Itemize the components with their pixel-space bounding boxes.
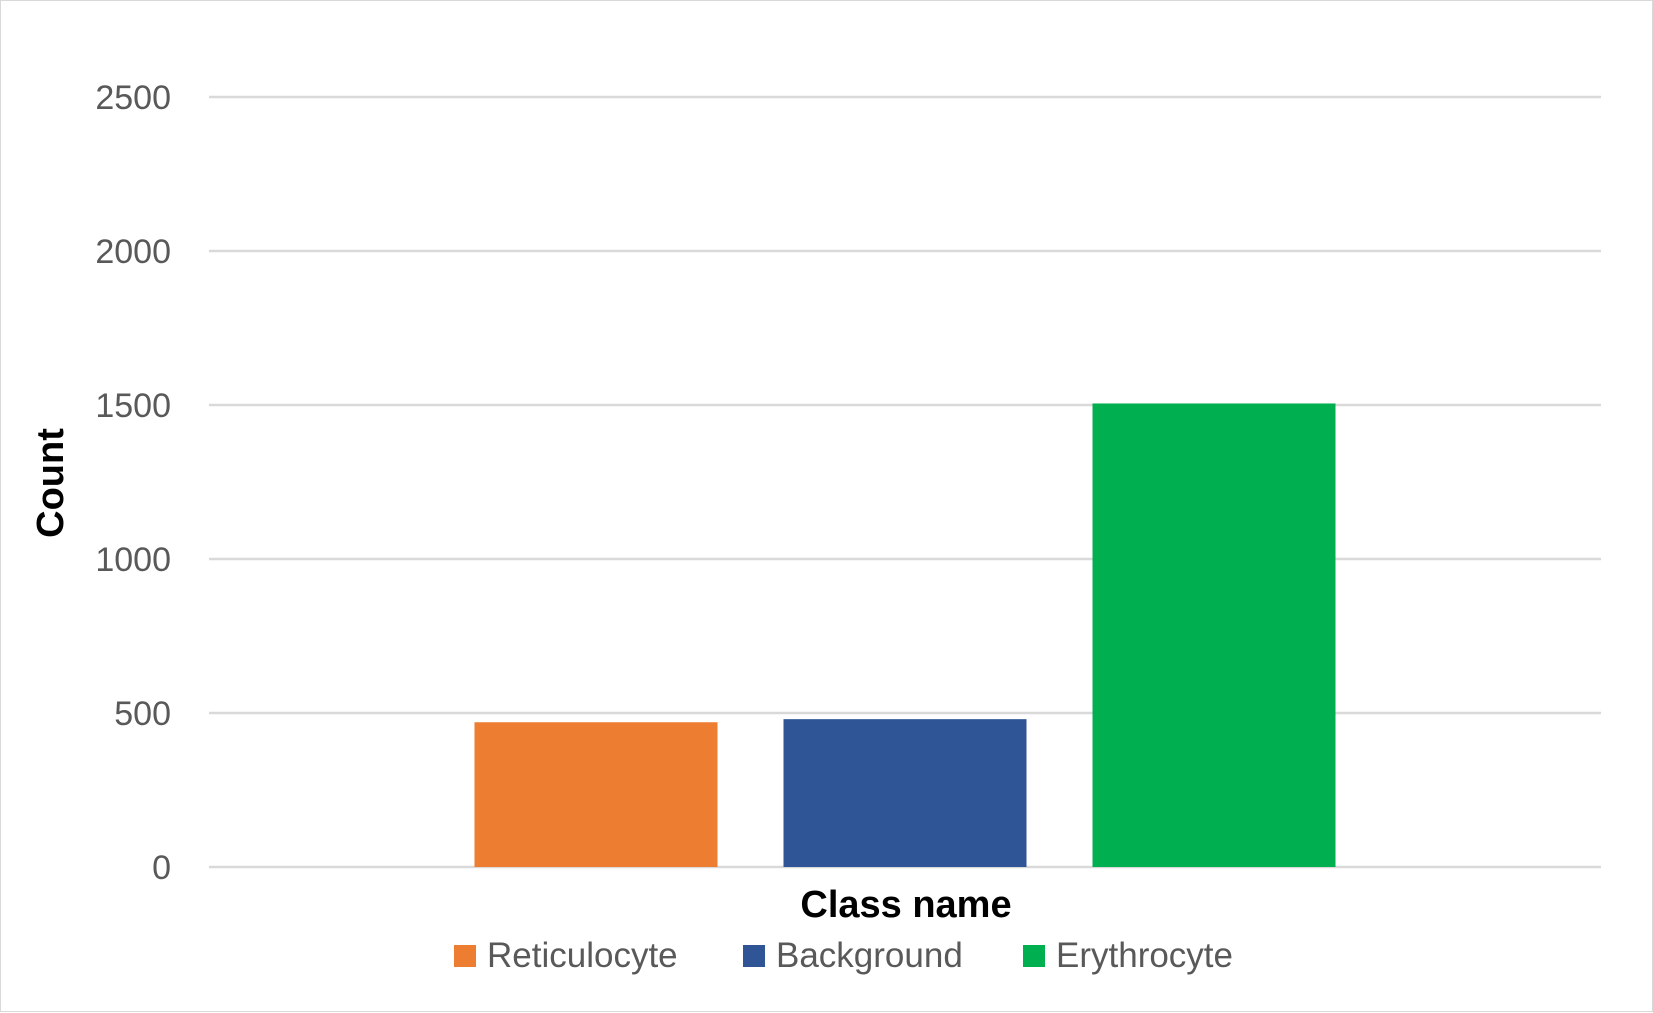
legend-label-background: Background <box>776 936 963 975</box>
legend: Reticulocyte Background Erythrocyte <box>454 936 1233 975</box>
y-tick-label: 1500 <box>95 387 171 425</box>
y-axis-tick-labels: 0 500 1000 1500 2000 2500 <box>95 79 171 887</box>
y-tick-label: 1000 <box>95 541 171 579</box>
y-tick-label: 2000 <box>95 233 171 271</box>
legend-swatch-reticulocyte <box>454 945 476 967</box>
bar-reticulocyte <box>474 722 718 867</box>
y-axis-title: Count <box>30 428 72 538</box>
bar-background <box>783 719 1027 867</box>
bars <box>474 403 1336 867</box>
y-tick-label: 2500 <box>95 79 171 117</box>
x-axis-title: Class name <box>800 884 1011 926</box>
legend-label-erythrocyte: Erythrocyte <box>1056 936 1233 975</box>
gridlines <box>209 95 1601 869</box>
y-tick-label: 0 <box>152 849 171 887</box>
legend-swatch-erythrocyte <box>1023 945 1045 967</box>
y-tick-label: 500 <box>114 695 171 733</box>
legend-swatch-background <box>743 945 765 967</box>
legend-label-reticulocyte: Reticulocyte <box>487 936 678 975</box>
bar-erythrocyte <box>1092 403 1336 867</box>
